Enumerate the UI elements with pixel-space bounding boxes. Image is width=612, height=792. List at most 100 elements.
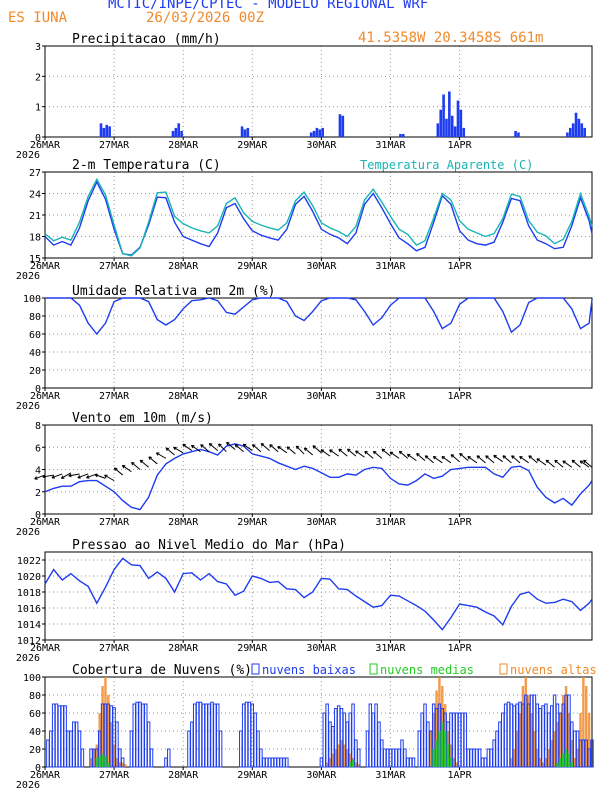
wind-barb-head [451,454,455,456]
cloud-bar-nuvens-medias [432,749,435,767]
cloud-bar-nuvens-baixas [267,757,272,768]
cloud-bar-nuvens-altas [92,749,96,767]
wind-barb-head [235,444,239,446]
temp-line-temperatura-aparente-c- [44,177,593,257]
wind-barb [364,450,374,459]
cloud-bar-nuvens-baixas [264,757,269,768]
wind-barb-head [425,455,429,457]
wind-barb [329,449,339,457]
wind-barb [122,465,132,473]
cloud-bar-nuvens-baixas [49,730,53,768]
precip-bar [321,127,324,137]
wind-barb [579,460,590,468]
cloud-bar-nuvens-altas [337,744,340,767]
cloud-bar-nuvens-baixas [239,730,243,768]
wind-barb [131,462,141,470]
cloud-bar-nuvens-altas [573,758,576,767]
cloud-bar-nuvens-altas [343,744,346,767]
temp-xtick-label: 31MAR [375,261,406,272]
cloud-bar-nuvens-baixas [256,730,260,768]
temp-ytick-label: 21 [29,211,41,222]
cloud-bar-nuvens-baixas [454,712,459,768]
cloud-bar-nuvens-altas [121,762,124,767]
cloud-bar-nuvens-baixas [135,701,139,768]
wind-barb [34,474,46,480]
cloud-bar-nuvens-altas [429,731,433,767]
cloud-legend-swatch [251,663,260,675]
wind-barb [200,444,210,453]
cloud-bar-nuvens-baixas [204,703,208,768]
cloud-bar-nuvens-baixas [244,701,249,768]
cloud-bar-nuvens-baixas [262,757,266,768]
cloud-bar-nuvens-baixas [164,757,168,768]
cloud-bar-nuvens-baixas [472,748,476,768]
cloud-bar-nuvens-baixas [270,757,275,768]
cloud-bar-nuvens-baixas [46,739,50,768]
precip-bar [240,126,244,137]
cloud-bar-nuvens-altas [521,686,525,767]
wind-barb [536,458,547,466]
cloud-bar-nuvens-altas [118,762,122,767]
cloud-bar-nuvens-baixas [279,757,283,768]
rh-xtick-label: 28MAR [168,391,199,402]
cloud-bar-nuvens-altas [348,753,352,767]
wind-barb [295,445,305,455]
cloud-bar-nuvens-baixas [273,757,278,768]
wind-barb [148,456,158,465]
cloud-bar-nuvens-altas [527,695,530,767]
precip-bar [517,132,520,137]
wind-panel [34,424,593,517]
wind-barb-head [252,444,256,446]
precip-bar [318,129,322,137]
cloud-bar-nuvens-altas [564,686,568,767]
precip-year-label: 2026 [16,150,40,161]
wind-barb [502,455,512,464]
cloud-bar-nuvens-baixas [420,712,424,768]
wind-barb [156,452,167,459]
wind-barb-head [347,448,351,451]
cloud-legend-label: nuvens baixas [262,663,356,677]
cloud-bar-nuvens-baixas [498,721,502,768]
cloud-bar-nuvens-baixas [385,748,390,768]
precip-bar [514,130,517,137]
rh-xtick-label: 30MAR [306,391,337,402]
cloud-bar-nuvens-baixas [374,703,378,768]
cloud-panel [42,663,594,770]
wind-barb-head [60,475,64,479]
wind-barb-head [546,459,550,462]
cloud-bar-nuvens-altas [95,744,99,767]
cloud-bar-nuvens-medias [446,744,450,767]
temp-title: 2-m Temperatura (C) [72,158,221,173]
wind-barb [476,455,486,464]
wind-barb-head [200,444,204,446]
cloud-bar-nuvens-baixas [492,739,496,768]
precip-bar [246,127,250,137]
wind-barb [355,450,365,458]
cloud-bar-nuvens-altas [438,677,441,767]
cloud-bar-nuvens-altas [346,749,349,767]
cloud-frame [44,676,593,768]
cloud-bar-nuvens-medias [556,762,559,767]
cloud-bar-nuvens-altas [530,713,533,767]
rh-ytick-label: 40 [29,348,41,359]
wind-barb-head [68,473,72,477]
cloud-bar-nuvens-baixas [489,748,493,768]
pres-ytick-label: 1020 [17,572,41,583]
cloud-bar-nuvens-baixas [322,712,326,768]
wind-barb [459,453,469,461]
rh-ytick-label: 80 [29,312,41,323]
cloud-bar-nuvens-baixas [218,730,223,768]
precip-bar [577,118,581,137]
precip-xtick-label: 1APR [448,140,473,151]
wind-barb [312,445,322,454]
cloud-bar-nuvens-altas [357,764,361,767]
wind-barb-head [381,448,386,451]
pres-xtick-label: 30MAR [306,643,337,654]
cloud-bar-nuvens-baixas [501,712,505,768]
precip-bar [338,114,342,137]
rh-ytick-label: 60 [29,330,41,341]
wind-xtick-label: 26MAR [30,517,61,528]
precip-bar [177,123,181,137]
cloud-bar-nuvens-baixas [426,721,430,768]
cloud-bar-nuvens-baixas [115,721,119,768]
